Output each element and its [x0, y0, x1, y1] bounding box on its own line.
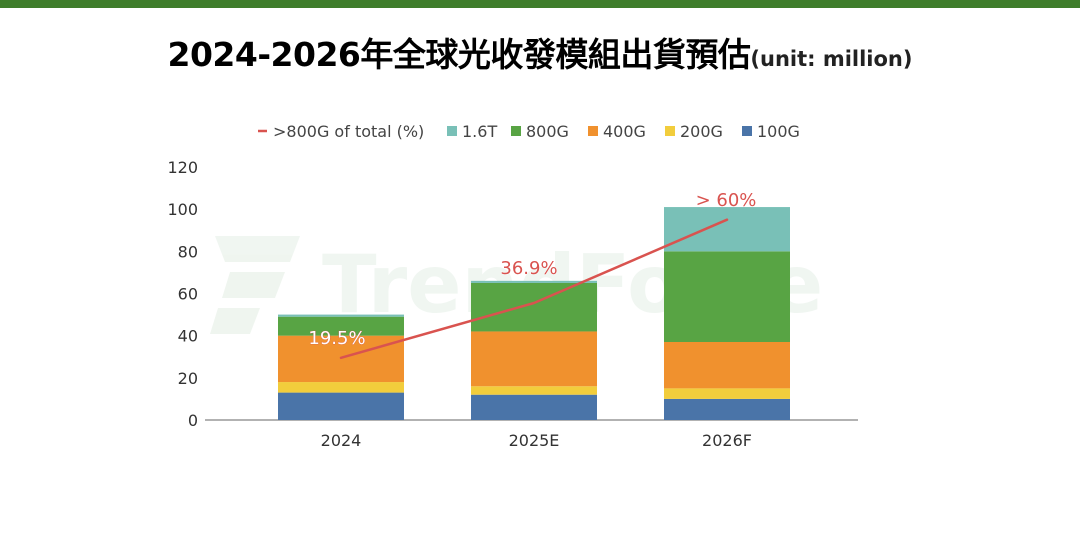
y-tick-label: 0 [188, 411, 198, 430]
bar-stack-2026f [664, 207, 790, 420]
y-tick-label: 80 [178, 242, 198, 261]
y-tick-label: 20 [178, 369, 198, 388]
legend-label: 800G [526, 122, 569, 141]
y-tick-label: 60 [178, 285, 198, 304]
legend-label: 400G [603, 122, 646, 141]
legend-swatch [665, 126, 675, 136]
bar-segment-100g [471, 394, 597, 420]
legend-item-800g-of-total: >800G of total (%) [258, 122, 424, 141]
data-label-2025e: 36.9% [500, 258, 557, 279]
y-tick-label: 120 [167, 158, 198, 177]
bar-segment-400g [471, 331, 597, 387]
bar-segment-800g [278, 316, 404, 336]
data-label-2026f: > 60% [696, 190, 757, 211]
bar-segment-400g [664, 341, 790, 389]
chart-title: 2024-2026年全球光收發模組出貨預估(unit: million) [0, 28, 1080, 76]
legend-label: 1.6T [462, 122, 497, 141]
legend-item-200g: 200G [665, 122, 723, 141]
bar-segment-200g [471, 386, 597, 395]
x-tick-label: 2024 [321, 431, 362, 450]
bar-stack-2024 [278, 314, 404, 420]
data-label-2024: 19.5% [308, 328, 365, 349]
legend-label: >800G of total (%) [273, 122, 424, 141]
legend-label: 100G [757, 122, 800, 141]
legend-swatch [511, 126, 521, 136]
bar-segment-100g [278, 392, 404, 420]
bar-segment-200g [278, 382, 404, 393]
legend-label: 200G [680, 122, 723, 141]
legend-swatch [447, 126, 457, 136]
watermark-logo-bar-middle [222, 272, 285, 298]
bar-segment-100g [664, 398, 790, 420]
legend-swatch [742, 126, 752, 136]
chart-title-text: 2024-2026年全球光收發模組出貨預估 [167, 35, 751, 74]
watermark-logo-bar-top [215, 236, 300, 262]
bar-segment-1-6t [471, 280, 597, 283]
top-accent-bar [0, 0, 1080, 8]
legend-item-800g: 800G [511, 122, 569, 141]
y-tick-label: 100 [167, 200, 198, 219]
x-tick-label: 2025E [509, 431, 560, 450]
watermark-logo-bar-bottom [210, 308, 260, 334]
chart-unit-text: (unit: million) [750, 47, 913, 71]
y-tick-label: 40 [178, 327, 198, 346]
legend-item-400g: 400G [588, 122, 646, 141]
x-tick-label: 2026F [702, 431, 752, 450]
bar-segment-1-6t [664, 207, 790, 252]
legend-item-1-6t: 1.6T [447, 122, 497, 141]
bar-segment-800g [664, 251, 790, 342]
bar-segment-200g [664, 388, 790, 399]
legend-item-100g: 100G [742, 122, 800, 141]
legend-swatch [588, 126, 598, 136]
bar-stack-2025e [471, 280, 597, 420]
watermark-logo [210, 236, 300, 334]
bar-segment-800g [471, 282, 597, 332]
bar-segment-1-6t [278, 314, 404, 317]
trend-line-800g-share [339, 218, 729, 360]
